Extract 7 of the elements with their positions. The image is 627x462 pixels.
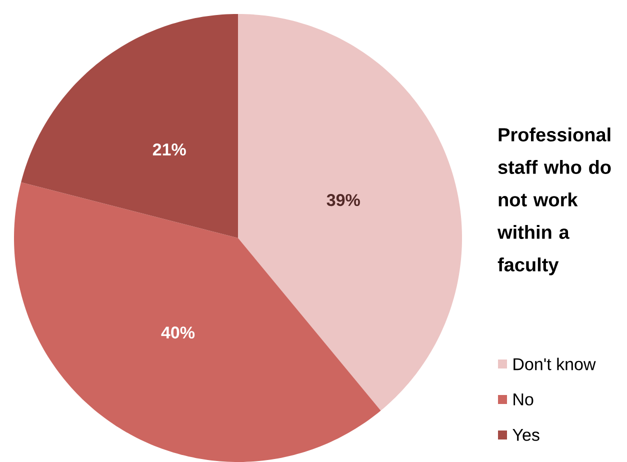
data-label: 40% bbox=[161, 326, 195, 339]
legend-label: Don't know bbox=[514, 358, 596, 370]
data-label: 21% bbox=[152, 143, 186, 156]
text: Professional staff who do not work within a faculty bbox=[497, 128, 611, 276]
data-label: 39% bbox=[326, 194, 360, 206]
legend-label: Yes bbox=[512, 429, 540, 441]
legend-label: No bbox=[514, 394, 534, 406]
